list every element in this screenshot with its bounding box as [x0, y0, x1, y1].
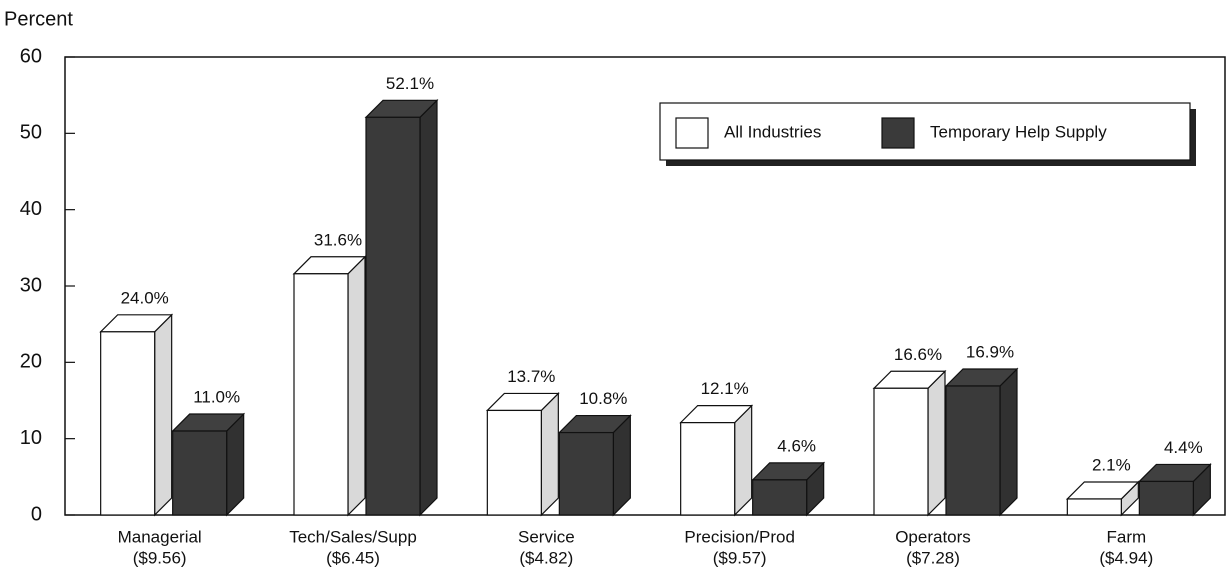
bar-front — [172, 430, 228, 516]
bar-front — [680, 422, 736, 516]
value-label: 16.6% — [894, 345, 942, 364]
value-label: 31.6% — [314, 230, 362, 249]
x-tick-label: Tech/Sales/Supp — [289, 527, 417, 546]
value-label: 12.1% — [701, 379, 749, 398]
x-tick-label: Precision/Prod — [684, 527, 795, 546]
legend-label: Temporary Help Supply — [930, 122, 1107, 141]
value-label: 11.0% — [193, 388, 240, 407]
bar — [872, 369, 947, 517]
x-tick-sublabel: ($7.28) — [906, 548, 960, 567]
x-tick-sublabel: ($9.56) — [133, 548, 187, 567]
bar-side — [154, 313, 173, 517]
x-tick-sublabel: ($9.57) — [713, 548, 767, 567]
bar-front — [365, 116, 421, 516]
value-label: 2.1% — [1092, 455, 1131, 474]
bar — [99, 313, 174, 517]
value-label: 24.0% — [121, 288, 169, 307]
bar — [171, 412, 246, 517]
bar-front — [1066, 498, 1122, 516]
y-tick-label: 10 — [20, 427, 42, 449]
bar — [557, 414, 632, 517]
bar-side — [419, 98, 438, 517]
value-label: 13.7% — [507, 367, 555, 386]
legend-swatch — [881, 117, 915, 149]
bar — [485, 391, 560, 517]
bar-front — [752, 479, 808, 516]
y-tick-label: 40 — [20, 198, 42, 220]
value-label: 4.6% — [777, 436, 816, 455]
bar — [364, 98, 439, 517]
x-tick-label: Farm — [1106, 527, 1146, 546]
y-tick-label: 0 — [31, 503, 42, 525]
bar-side — [999, 367, 1018, 517]
bar — [1137, 462, 1212, 517]
bar — [679, 404, 754, 517]
value-label: 16.9% — [966, 342, 1014, 361]
bar — [944, 367, 1019, 517]
bar — [1065, 480, 1140, 517]
x-tick-label: Managerial — [118, 527, 202, 546]
y-tick-label: 20 — [20, 351, 42, 373]
value-label: 4.4% — [1164, 438, 1203, 457]
x-tick-sublabel: ($4.82) — [519, 548, 573, 567]
value-label: 10.8% — [579, 389, 627, 408]
value-label: 52.1% — [386, 74, 434, 93]
bar-side — [927, 369, 946, 517]
legend-swatch — [675, 117, 709, 149]
bar-front — [558, 431, 614, 516]
x-tick-label: Operators — [895, 527, 971, 546]
x-tick-label: Service — [518, 527, 575, 546]
bar — [751, 461, 826, 517]
y-tick-label: 60 — [20, 45, 42, 67]
bar-side — [347, 255, 366, 517]
bar-front — [1138, 480, 1194, 516]
x-tick-sublabel: ($6.45) — [326, 548, 380, 567]
y-axis-label: Percent — [4, 8, 73, 30]
bar-front — [945, 385, 1001, 516]
y-tick-label: 50 — [20, 122, 42, 144]
bar-front — [100, 331, 156, 516]
bar-side — [540, 391, 559, 517]
x-tick-sublabel: ($4.94) — [1099, 548, 1153, 567]
bar — [292, 255, 367, 517]
bar-side — [734, 404, 753, 517]
bar-front — [293, 273, 349, 516]
bar-front — [486, 409, 542, 516]
y-tick-label: 30 — [20, 274, 42, 296]
legend — [659, 102, 1191, 161]
bar-front — [873, 387, 929, 516]
legend-label: All Industries — [724, 122, 821, 141]
